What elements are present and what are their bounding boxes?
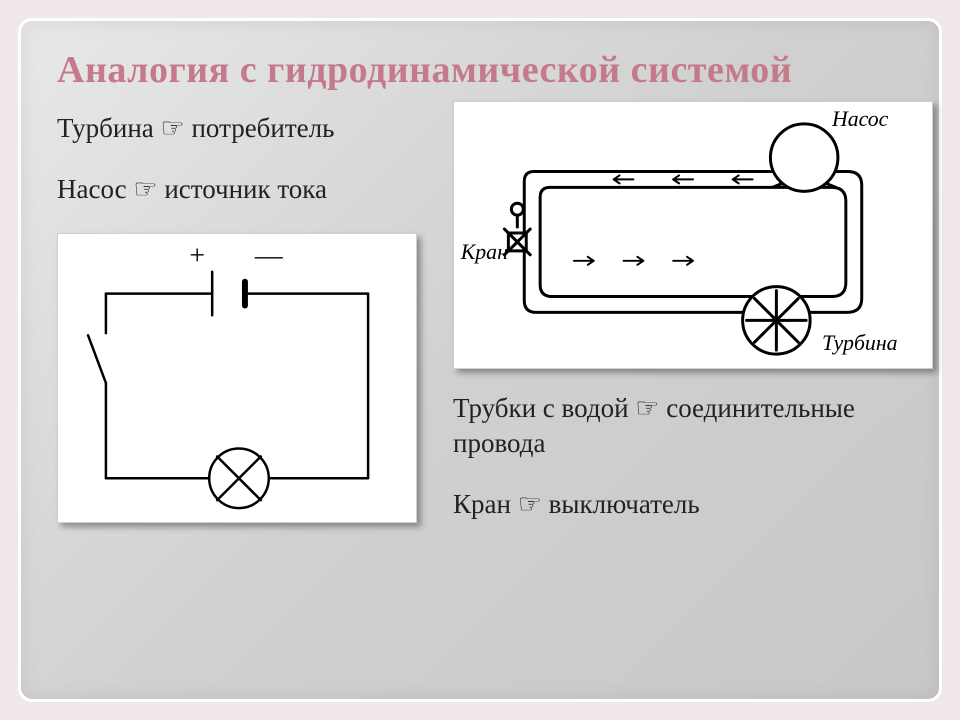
circuit-svg: + — xyxy=(58,234,416,522)
analogy-pump: Насос ☞ источник тока xyxy=(57,172,437,207)
analogy-tubes: Трубки с водой ☞ соединительные провода xyxy=(453,391,933,461)
slide-panel: Аналогия с гидродинамической системой Ту… xyxy=(18,18,942,702)
plus-label: + xyxy=(189,240,205,271)
content-row: Турбина ☞ потребитель Насос ☞ источник т… xyxy=(57,111,903,548)
page-title: Аналогия с гидродинамической системой xyxy=(57,49,903,93)
hydro-diagram: Насос Кран Турбина xyxy=(453,101,933,369)
hydro-svg: Насос Кран Турбина xyxy=(454,102,932,368)
circuit-diagram: + — xyxy=(57,233,417,523)
analogy-valve: Кран ☞ выключатель xyxy=(453,487,933,522)
left-column: Турбина ☞ потребитель Насос ☞ источник т… xyxy=(57,111,437,548)
analogy-turbine: Турбина ☞ потребитель xyxy=(57,111,437,146)
right-column: Насос Кран Турбина Трубки с водой ☞ соед… xyxy=(453,111,933,548)
hydro-turbine-label: Турбина xyxy=(822,331,898,355)
hydro-valve-label: Кран xyxy=(460,240,508,264)
minus-label: — xyxy=(254,240,283,271)
hydro-pump-label: Насос xyxy=(831,107,889,131)
